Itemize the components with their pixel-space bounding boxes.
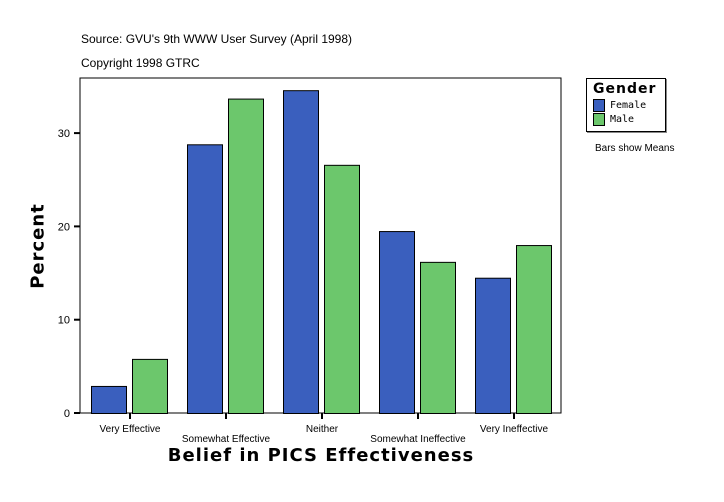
y-tick-label: 30 xyxy=(58,128,70,140)
bar-female xyxy=(283,90,319,414)
source-text: Source: GVU's 9th WWW User Survey (April… xyxy=(81,32,353,46)
legend-swatch-female xyxy=(593,99,605,112)
bar-male xyxy=(420,261,456,414)
y-tick-label: 0 xyxy=(64,408,70,420)
y-axis-label: Percent xyxy=(27,203,49,289)
x-tick-label: Very Ineffective xyxy=(480,424,549,435)
legend-label-male: Male xyxy=(610,114,635,125)
copyright-text: Copyright 1998 GTRC xyxy=(81,56,200,70)
bar-male xyxy=(516,245,552,414)
x-tick-label: Somewhat Effective xyxy=(182,434,271,445)
x-tick-label: Somewhat Ineffective xyxy=(370,434,466,445)
y-tick-label: 20 xyxy=(58,221,70,233)
bars-note: Bars show Means xyxy=(595,143,675,154)
bar-male xyxy=(228,98,264,414)
bar-male xyxy=(324,164,360,414)
legend-item-female: Female xyxy=(593,99,646,112)
legend-label-female: Female xyxy=(610,100,647,111)
bar-female xyxy=(475,277,511,414)
x-tick-label: Very Effective xyxy=(100,424,161,435)
bar-female xyxy=(187,144,223,415)
x-tick-label: Neither xyxy=(306,424,339,435)
legend: Gender Female Male xyxy=(586,78,666,132)
legend-title: Gender xyxy=(593,81,657,97)
bar-female xyxy=(379,231,415,414)
x-axis-label: Belief in PICS Effectiveness xyxy=(167,445,475,466)
bar-male xyxy=(132,358,168,414)
legend-item-male: Male xyxy=(593,113,634,126)
bar-female xyxy=(91,385,127,414)
legend-swatch-male xyxy=(593,113,605,126)
y-tick-label: 10 xyxy=(58,315,70,327)
